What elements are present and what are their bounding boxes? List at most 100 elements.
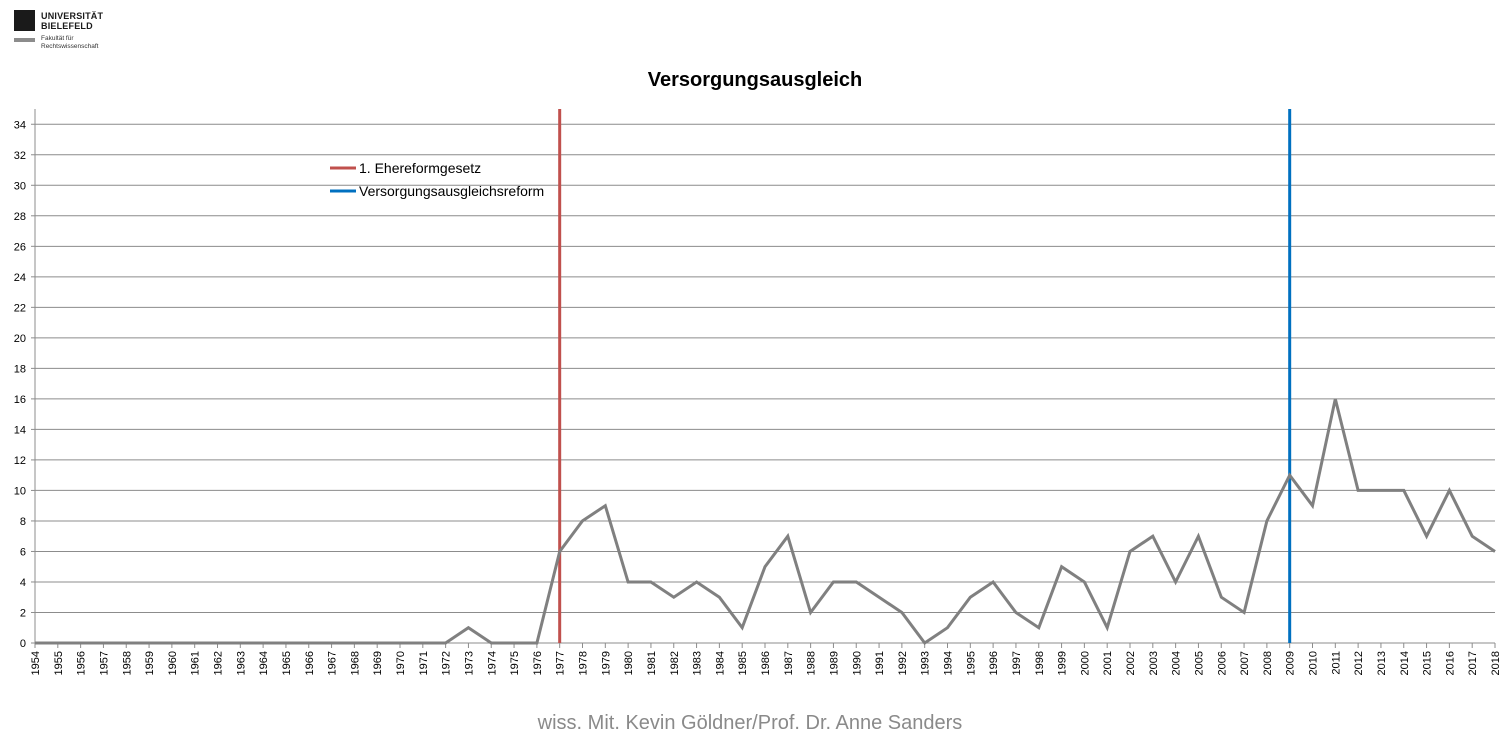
x-tick-label: 1957 <box>98 651 110 675</box>
x-tick-label: 1968 <box>349 651 361 675</box>
x-tick-label: 1973 <box>463 651 475 675</box>
x-tick-label: 2018 <box>1490 651 1502 675</box>
x-tick-label: 2011 <box>1330 651 1342 675</box>
x-tick-label: 2009 <box>1285 651 1297 675</box>
x-tick-label: 1981 <box>646 651 658 675</box>
y-tick-label: 2 <box>20 607 26 619</box>
legend-label: 1. Ehereformgesetz <box>359 160 481 176</box>
x-tick-label: 2006 <box>1216 651 1228 675</box>
y-tick-label: 32 <box>14 150 26 162</box>
x-tick-label: 1983 <box>692 651 704 675</box>
x-tick-label: 1980 <box>623 651 635 675</box>
x-tick-label: 2008 <box>1262 651 1274 675</box>
event-markers <box>558 109 1292 643</box>
x-tick-label: 1972 <box>441 651 453 675</box>
logo-bar-icon <box>14 38 35 42</box>
x-tick-label: 1999 <box>1057 651 1069 675</box>
x-tick-label: 1992 <box>897 651 909 675</box>
series-line-0 <box>35 398 1496 646</box>
y-tick-label: 10 <box>14 485 26 497</box>
footer-credit: wiss. Mit. Kevin Göldner/Prof. Dr. Anne … <box>537 712 963 734</box>
x-tick-label: 2002 <box>1125 651 1137 675</box>
x-tick-label: 1963 <box>235 651 247 675</box>
x-tick-label: 1958 <box>121 651 133 675</box>
x-tick-label: 1985 <box>737 651 749 675</box>
x-tick-label: 1969 <box>372 651 384 675</box>
logo-name: UNIVERSITÄT BIELEFELD <box>41 11 104 31</box>
y-tick-label: 26 <box>14 241 26 253</box>
x-tick-label: 2017 <box>1467 651 1479 675</box>
university-logo: UNIVERSITÄT BIELEFELD Fakultät für Recht… <box>14 10 134 52</box>
x-tick-label: 1996 <box>988 651 1000 675</box>
x-tick-label: 2007 <box>1239 651 1251 675</box>
chart-title: Versorgungsausgleich <box>648 69 863 91</box>
x-tick-label: 1988 <box>806 651 818 675</box>
x-tick-label: 2004 <box>1171 651 1183 675</box>
x-tick-label: 2015 <box>1422 651 1434 675</box>
legend: 1. Ehereformgesetz Versorgungsausgleichsr… <box>330 160 544 199</box>
y-tick-label: 16 <box>14 394 26 406</box>
y-tick-label: 34 <box>14 119 26 131</box>
x-tick-label: 1995 <box>965 651 977 675</box>
y-tick-label: 28 <box>14 211 26 223</box>
x-tick-label: 2001 <box>1102 651 1114 675</box>
x-tick-label: 1967 <box>327 651 339 675</box>
x-tick-label: 1994 <box>943 651 955 675</box>
x-tick-label: 1978 <box>578 651 590 675</box>
x-tick-label: 1982 <box>669 651 681 675</box>
x-tick-label: 1998 <box>1034 651 1046 675</box>
x-tick-label: 1991 <box>874 651 886 675</box>
x-tick-label: 1975 <box>509 651 521 675</box>
x-tick-label: 2003 <box>1148 651 1160 675</box>
y-tick-label: 0 <box>20 638 26 650</box>
y-tick-label: 12 <box>14 455 26 467</box>
x-tick-label: 1971 <box>418 651 430 675</box>
x-tick-label: 1974 <box>486 651 498 675</box>
x-tick-label: 1977 <box>555 651 567 675</box>
x-tick-label: 1954 <box>30 651 42 675</box>
logo-square-icon <box>14 10 35 31</box>
x-tick-label: 2005 <box>1193 651 1205 675</box>
y-tick-label: 14 <box>14 424 26 436</box>
x-tick-label: 1956 <box>76 651 88 675</box>
x-tick-label: 1987 <box>783 651 795 675</box>
gridlines <box>35 123 1495 613</box>
x-tick-label: 1976 <box>532 651 544 675</box>
x-tick-label: 2010 <box>1308 651 1320 675</box>
x-tick-label: 2016 <box>1444 651 1456 675</box>
x-tick-label: 1966 <box>304 651 316 675</box>
x-tick-label: 1964 <box>258 651 270 675</box>
y-tick-label: 30 <box>14 180 26 192</box>
x-tick-label: 1970 <box>395 651 407 675</box>
y-tick-label: 8 <box>20 516 26 528</box>
x-tick-label: 1989 <box>828 651 840 675</box>
x-axis: 1954 1955 1956 1957 1958 1959 1960 1961 1962 1963… <box>30 642 1502 675</box>
x-tick-label: 1979 <box>600 651 612 675</box>
y-tick-label: 18 <box>14 363 26 375</box>
x-tick-label: 1955 <box>53 651 65 675</box>
series-lines <box>35 398 1496 646</box>
x-tick-label: 1959 <box>144 651 156 675</box>
y-tick-label: 24 <box>14 272 26 284</box>
x-tick-label: 1986 <box>760 651 772 675</box>
x-tick-label: 1993 <box>920 651 932 675</box>
x-tick-label: 2000 <box>1079 651 1091 675</box>
x-tick-label: 2013 <box>1376 651 1388 675</box>
y-tick-label: 22 <box>14 302 26 314</box>
x-tick-label: 2012 <box>1353 651 1365 675</box>
y-tick-label: 4 <box>20 577 26 589</box>
x-tick-label: 1960 <box>167 651 179 675</box>
x-tick-label: 1984 <box>714 651 726 675</box>
x-tick-label: 1990 <box>851 651 863 675</box>
legend-label: Versorgungsausgleichsreform <box>359 183 544 199</box>
x-tick-label: 1962 <box>213 651 225 675</box>
logo-subtitle: Fakultät für Rechtswissenschaft <box>41 35 99 50</box>
y-tick-label: 20 <box>14 333 26 345</box>
x-tick-label: 1965 <box>281 651 293 675</box>
x-tick-label: 1997 <box>1011 651 1023 675</box>
x-tick-label: 1961 <box>190 651 202 675</box>
y-tick-label: 6 <box>20 546 26 558</box>
x-tick-label: 2014 <box>1399 651 1411 675</box>
